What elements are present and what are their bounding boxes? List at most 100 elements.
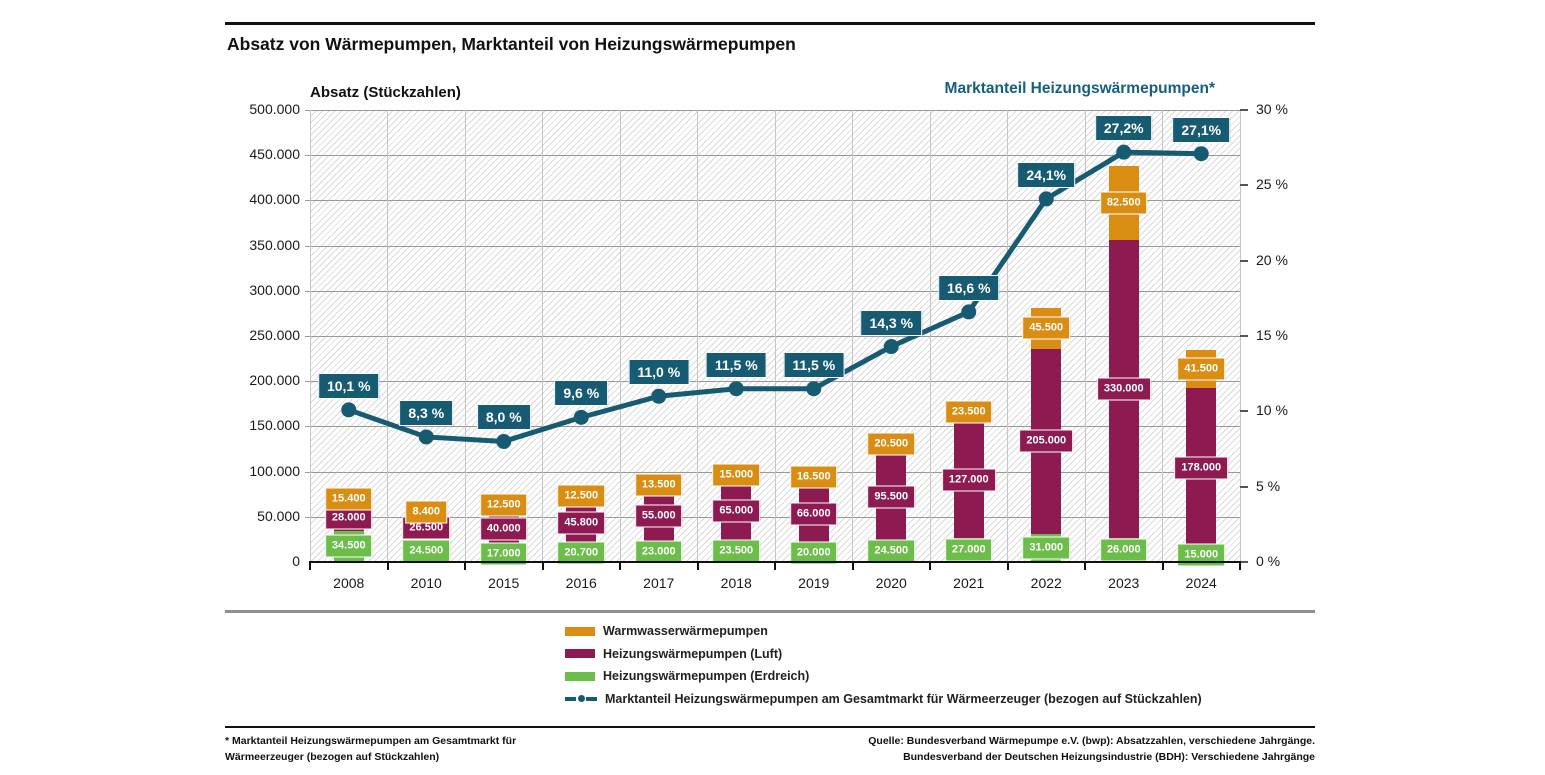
gridline-vertical [852, 110, 853, 562]
chart-title: Absatz von Wärmepumpen, Marktanteil von … [227, 34, 796, 54]
marketshare-badge: 27,1% [1172, 116, 1231, 143]
x-axis-year-label: 2024 [1185, 575, 1217, 591]
bar-value-badge-warmwasser: 12.500 [557, 484, 606, 508]
gridline-vertical [309, 110, 311, 562]
bar-value-badge-luft: 330.000 [1096, 377, 1151, 401]
x-axis-tick [851, 563, 854, 570]
gridline-horizontal [305, 516, 1240, 518]
gridline-horizontal [305, 155, 1240, 157]
gridline-vertical [1162, 110, 1163, 562]
bar-value-badge-erdreich: 23.500 [712, 539, 761, 563]
x-axis-tick [309, 563, 311, 570]
x-axis-year-label: 2008 [333, 575, 365, 591]
x-axis-tick [541, 563, 544, 570]
x-axis-year-label: 2018 [720, 575, 752, 591]
marketshare-badge: 9,6 % [554, 380, 609, 407]
y-axis-left-tick-label: 50.000 [257, 507, 300, 524]
plot-area: 34.500 28.000 15.400 24.500 26.500 8.400 17.00… [249, 101, 1288, 591]
bar-value-badge-erdreich: 20.700 [557, 541, 606, 565]
y-axis-left-tick-label: 400.000 [249, 191, 300, 208]
x-axis-year-label: 2020 [875, 575, 907, 591]
gridline-vertical [387, 110, 388, 562]
y-axis-left-tick-label: 0 [292, 553, 300, 569]
right-axis-tick [1240, 184, 1248, 187]
bar-value-badge-luft: 45.800 [557, 511, 606, 535]
footnote-line-1: * Marktanteil Heizungswärmepumpen am Ges… [225, 735, 517, 747]
gridline-vertical [697, 110, 698, 562]
bar-value-badge-luft: 127.000 [941, 468, 996, 492]
right-axis-tick [1240, 561, 1248, 563]
marketshare-point [806, 381, 822, 397]
y-axis-left-tick-label: 450.000 [249, 146, 300, 163]
y-axis-left-tick-label: 350.000 [249, 236, 300, 253]
gridline-horizontal [305, 426, 1240, 428]
marketshare-badge: 27,2% [1094, 115, 1153, 142]
y-axis-left-tick-label: 300.000 [249, 281, 300, 298]
y-axis-left-tick-label: 250.000 [249, 327, 300, 343]
source-line-1: Quelle: Bundesverband Wärmepumpe e.V. (b… [868, 735, 1315, 747]
bar-value-badge-erdreich: 31.000 [1022, 536, 1071, 560]
marketshare-badge: 8,3 % [399, 399, 454, 426]
bar-value-badge-warmwasser: 15.400 [324, 487, 373, 511]
x-axis-tick [464, 563, 466, 570]
legend-swatch-luft [565, 649, 595, 659]
marketshare-point [418, 429, 434, 445]
bar-value-badge-warmwasser: 41.500 [1177, 357, 1226, 381]
right-axis-tick [1240, 410, 1248, 413]
x-axis-year-label: 2010 [410, 575, 442, 591]
x-axis-tick [619, 563, 621, 570]
bar-value-badge-luft: 66.000 [789, 502, 838, 526]
marketshare-point [496, 433, 512, 449]
legend-line-dash [565, 696, 576, 701]
bar-value-badge-luft: 178.000 [1174, 456, 1229, 480]
y-axis-right-tick-label: 5 % [1256, 477, 1281, 494]
marketshare-badge: 10,1 % [317, 372, 380, 399]
legend: Warmwasserwärmepumpen Heizungswärmepumpen… [565, 620, 1202, 710]
gridline-vertical [542, 110, 543, 562]
legend-label: Heizungswärmepumpen (Erdreich) [603, 669, 810, 684]
legend-label: Heizungswärmepumpen (Luft) [603, 646, 783, 661]
marketshare-point [1116, 144, 1132, 160]
legend-row: Heizungswärmepumpen (Luft) [565, 643, 1202, 666]
source-line-2: Bundesverband der Deutschen Heizungsindu… [903, 751, 1315, 763]
marketshare-point [883, 339, 899, 355]
legend-swatch-warmwasser [565, 626, 595, 636]
footnote-line-2: Wärmeerzeuger (bezogen auf Stückzahlen) [225, 751, 440, 763]
right-axis-tick [1240, 109, 1248, 111]
legend-row: Warmwasserwärmepumpen [565, 620, 1202, 643]
y-axis-right-tick-label: 25 % [1256, 176, 1288, 193]
x-axis-year-label: 2019 [798, 575, 830, 591]
x-axis-tick [774, 563, 776, 570]
bar-value-badge-warmwasser: 16.500 [789, 465, 838, 489]
y-axis-right-tick-label: 10 % [1256, 402, 1288, 419]
marketshare-point [1193, 146, 1209, 162]
marketshare-point [961, 304, 977, 320]
bar-value-badge-luft: 65.000 [712, 499, 761, 523]
chart-bottom-divider [225, 610, 1315, 613]
y-axis-left-tick-label: 150.000 [249, 417, 300, 434]
gridline-horizontal [305, 471, 1240, 473]
x-axis-tick [1161, 563, 1164, 570]
bar-value-badge-warmwasser: 12.500 [479, 493, 528, 517]
marketshare-badge: 11,0 % [628, 359, 690, 386]
gridline-horizontal [305, 381, 1240, 383]
bar-value-badge-warmwasser: 20.500 [867, 432, 916, 456]
source-note: Quelle: Bundesverband Wärmepumpe e.V. (b… [868, 733, 1315, 765]
gridline-horizontal [305, 336, 1240, 337]
bar-value-badge-warmwasser: 15.000 [712, 463, 761, 487]
x-axis-tick [1239, 563, 1241, 570]
x-axis-year-label: 2015 [488, 575, 520, 591]
gridline-vertical [619, 110, 621, 562]
bar-value-badge-luft: 95.500 [867, 485, 916, 509]
x-axis-tick [696, 563, 699, 570]
left-axis-title: Absatz (Stückzahlen) [310, 84, 461, 101]
y-axis-right-tick-label: 0 % [1256, 553, 1281, 569]
bar-value-badge-warmwasser: 45.500 [1022, 316, 1071, 340]
gridline-vertical [1007, 110, 1008, 562]
bar-value-badge-erdreich: 34.500 [324, 534, 373, 558]
right-axis-tick [1240, 485, 1248, 488]
bar-value-badge-luft: 205.000 [1019, 429, 1074, 453]
marketshare-line [341, 144, 1209, 449]
legend-row: Heizungswärmepumpen (Erdreich) [565, 665, 1202, 688]
